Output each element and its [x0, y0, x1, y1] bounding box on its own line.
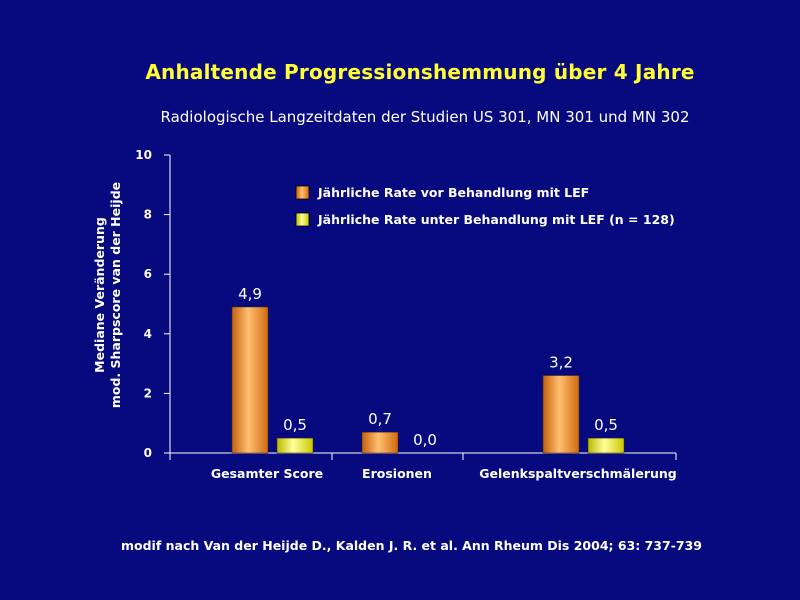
bar-under	[587, 437, 625, 454]
legend-swatch	[295, 185, 310, 200]
source-citation: modif nach Van der Heijde D., Kalden J. …	[121, 538, 702, 553]
data-label: 0,5	[283, 416, 307, 434]
data-label: 3,2	[549, 354, 573, 372]
data-label: 4,9	[238, 285, 262, 303]
legend-entry: Jährliche Rate vor Behandlung mit LEF	[317, 185, 589, 200]
bar-before	[542, 375, 580, 454]
data-label: 0,0	[413, 431, 437, 449]
data-label: 0,5	[594, 416, 618, 434]
data-label: 0,7	[368, 410, 392, 428]
bar-under	[276, 437, 314, 454]
x-tick-label: Gesamter Score	[211, 466, 323, 481]
x-tick-label: Erosionen	[362, 466, 432, 481]
bar-before	[231, 306, 269, 454]
legend-entry: Jährliche Rate unter Behandlung mit LEF …	[317, 212, 675, 227]
chart-title: Anhaltende Progressionshemmung über 4 Ja…	[145, 60, 695, 84]
legend-swatch	[295, 212, 310, 227]
x-tick-label: Gelenkspaltverschmälerung	[479, 466, 676, 481]
y-tick-label: 6	[144, 267, 152, 281]
y-tick-label: 10	[135, 148, 152, 162]
y-tick-label: 2	[144, 386, 152, 400]
bar-before	[361, 431, 399, 454]
y-tick-label: 0	[144, 446, 152, 460]
y-tick-label: 8	[144, 208, 152, 222]
y-tick-label: 4	[144, 327, 152, 341]
chart-subtitle: Radiologische Langzeitdaten der Studien …	[160, 108, 690, 126]
